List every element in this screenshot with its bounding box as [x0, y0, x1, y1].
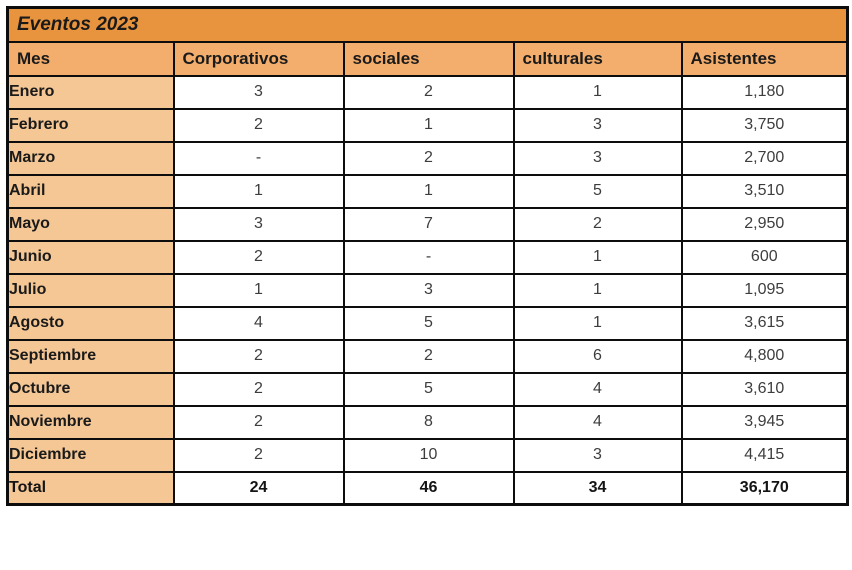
- column-header-culturales: culturales: [512, 40, 683, 77]
- sociales-cell: -: [342, 239, 515, 275]
- total-culturales-cell: 34: [512, 470, 683, 506]
- culturales-cell: 5: [512, 173, 683, 209]
- table-row: Febrero 2 1 3 3,750: [6, 107, 849, 143]
- column-header-sociales: sociales: [342, 40, 515, 77]
- asistentes-cell: 1,095: [680, 272, 849, 308]
- corporativos-cell: 2: [172, 239, 345, 275]
- sociales-cell: 5: [342, 371, 515, 407]
- culturales-cell: 1: [512, 239, 683, 275]
- corporativos-cell: 2: [172, 338, 345, 374]
- corporativos-cell: 2: [172, 437, 345, 473]
- sociales-cell: 8: [342, 404, 515, 440]
- column-header-asistentes: Asistentes: [680, 40, 849, 77]
- corporativos-cell: 3: [172, 74, 345, 110]
- table-row: Octubre 2 5 4 3,610: [6, 371, 849, 407]
- month-cell: Febrero: [6, 107, 175, 143]
- total-corporativos-cell: 24: [172, 470, 345, 506]
- table-row: Junio 2 - 1 600: [6, 239, 849, 275]
- month-cell: Enero: [6, 74, 175, 110]
- asistentes-cell: 3,510: [680, 173, 849, 209]
- asistentes-cell: 4,800: [680, 338, 849, 374]
- corporativos-cell: -: [172, 140, 345, 176]
- total-sociales-cell: 46: [342, 470, 515, 506]
- table-row: Marzo - 2 3 2,700: [6, 140, 849, 176]
- asistentes-cell: 3,615: [680, 305, 849, 341]
- asistentes-cell: 1,180: [680, 74, 849, 110]
- table-row: Julio 1 3 1 1,095: [6, 272, 849, 308]
- corporativos-cell: 1: [172, 173, 345, 209]
- corporativos-cell: 2: [172, 107, 345, 143]
- table-total-row: Total 24 46 34 36,170: [6, 470, 849, 506]
- month-cell: Marzo: [6, 140, 175, 176]
- asistentes-cell: 3,945: [680, 404, 849, 440]
- sociales-cell: 1: [342, 173, 515, 209]
- table-row: Agosto 4 5 1 3,615: [6, 305, 849, 341]
- table-title: Eventos 2023: [6, 6, 849, 43]
- month-cell: Julio: [6, 272, 175, 308]
- month-cell: Agosto: [6, 305, 175, 341]
- corporativos-cell: 1: [172, 272, 345, 308]
- culturales-cell: 3: [512, 140, 683, 176]
- column-header-corporativos: Corporativos: [172, 40, 345, 77]
- sociales-cell: 2: [342, 74, 515, 110]
- month-cell: Octubre: [6, 371, 175, 407]
- culturales-cell: 2: [512, 206, 683, 242]
- events-table: Eventos 2023 Mes Corporativos sociales c…: [6, 6, 850, 506]
- culturales-cell: 3: [512, 107, 683, 143]
- culturales-cell: 1: [512, 305, 683, 341]
- month-cell: Septiembre: [6, 338, 175, 374]
- table-title-row: Eventos 2023: [6, 6, 849, 43]
- sociales-cell: 2: [342, 140, 515, 176]
- table-row: Septiembre 2 2 6 4,800: [6, 338, 849, 374]
- month-cell: Junio: [6, 239, 175, 275]
- table-row: Noviembre 2 8 4 3,945: [6, 404, 849, 440]
- asistentes-cell: 4,415: [680, 437, 849, 473]
- month-cell: Mayo: [6, 206, 175, 242]
- month-cell: Abril: [6, 173, 175, 209]
- sociales-cell: 5: [342, 305, 515, 341]
- culturales-cell: 1: [512, 272, 683, 308]
- column-header-mes: Mes: [6, 40, 175, 77]
- total-asistentes-cell: 36,170: [680, 470, 849, 506]
- table-row: Abril 1 1 5 3,510: [6, 173, 849, 209]
- corporativos-cell: 4: [172, 305, 345, 341]
- culturales-cell: 4: [512, 404, 683, 440]
- sociales-cell: 7: [342, 206, 515, 242]
- asistentes-cell: 600: [680, 239, 849, 275]
- sociales-cell: 10: [342, 437, 515, 473]
- culturales-cell: 3: [512, 437, 683, 473]
- sociales-cell: 2: [342, 338, 515, 374]
- asistentes-cell: 3,610: [680, 371, 849, 407]
- table-header-row: Mes Corporativos sociales culturales Asi…: [6, 40, 849, 77]
- table-row: Mayo 3 7 2 2,950: [6, 206, 849, 242]
- table-row: Enero 3 2 1 1,180: [6, 74, 849, 110]
- month-cell: Noviembre: [6, 404, 175, 440]
- month-cell: Diciembre: [6, 437, 175, 473]
- culturales-cell: 1: [512, 74, 683, 110]
- corporativos-cell: 3: [172, 206, 345, 242]
- culturales-cell: 6: [512, 338, 683, 374]
- sociales-cell: 3: [342, 272, 515, 308]
- culturales-cell: 4: [512, 371, 683, 407]
- corporativos-cell: 2: [172, 371, 345, 407]
- total-label-cell: Total: [6, 470, 175, 506]
- asistentes-cell: 2,700: [680, 140, 849, 176]
- corporativos-cell: 2: [172, 404, 345, 440]
- asistentes-cell: 2,950: [680, 206, 849, 242]
- table-row: Diciembre 2 10 3 4,415: [6, 437, 849, 473]
- sociales-cell: 1: [342, 107, 515, 143]
- asistentes-cell: 3,750: [680, 107, 849, 143]
